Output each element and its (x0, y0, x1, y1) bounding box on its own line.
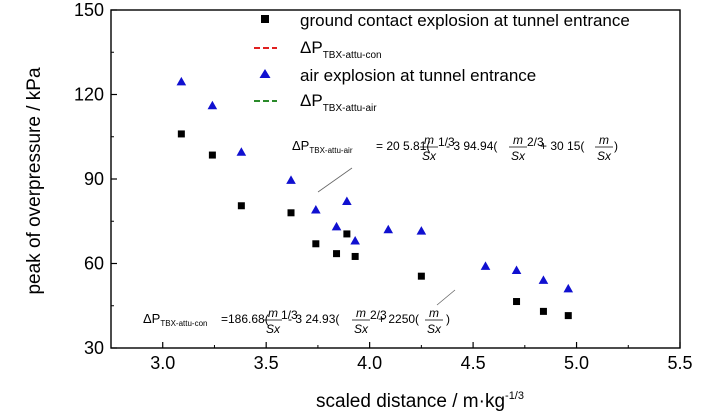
point-air-3 (286, 175, 296, 184)
point-ground-7 (351, 252, 359, 260)
point-ground-8 (417, 272, 425, 280)
svg-text:Sx: Sx (511, 149, 526, 163)
point-air-11 (511, 265, 522, 275)
legend-label-air-fit: ΔPTBX-attu-air (300, 91, 377, 114)
y-axis-title: peak of overpressure / kPa (24, 67, 45, 294)
plot-frame (110, 9, 681, 349)
legend-label-air-fit-subscript: TBX-attu-air (323, 103, 378, 114)
svg-text:Sx: Sx (354, 322, 369, 336)
point-air-6 (342, 196, 352, 206)
y-tick-label: 60 (84, 254, 104, 274)
point-air-4 (311, 204, 321, 214)
point-air-7 (350, 235, 360, 245)
y-tick-label: 150 (74, 0, 104, 20)
point-ground-11 (564, 312, 572, 320)
svg-text:m: m (429, 306, 439, 320)
point-ground-1 (208, 151, 216, 159)
legend-label-ground: ground contact explosion at tunnel entra… (300, 11, 630, 30)
annotation-con-leader (436, 289, 456, 306)
point-air-9 (416, 226, 427, 235)
svg-text:m: m (599, 133, 609, 147)
point-air-0 (176, 76, 187, 86)
x-tick-label: 3.5 (254, 353, 279, 373)
legend-label-air: air explosion at tunnel entrance (300, 66, 536, 85)
point-ground-10 (539, 307, 547, 315)
svg-text:+ 30 15(: + 30 15( (540, 139, 584, 153)
svg-text:Sx: Sx (597, 149, 612, 163)
svg-text:ΔPTBX-attu-air: ΔPTBX-attu-air (292, 138, 353, 155)
x-axis-title-exponent: -1/3 (505, 390, 524, 402)
point-air-1 (207, 100, 218, 110)
svg-text:2/3: 2/3 (370, 308, 387, 322)
point-air-13 (563, 283, 574, 293)
legend-label-con-subscript: TBX-attu-con (323, 50, 382, 61)
equation-air: ΔPTBX-attu-air = 20 5.81( - 3 94.94( + 3… (292, 133, 618, 163)
x-tick-label: 3.0 (150, 353, 175, 373)
equation-con: ΔPTBX-attu-con =186.68( - 3 24.93( + 225… (143, 306, 450, 336)
point-ground-0 (177, 130, 185, 138)
svg-text:m: m (356, 306, 366, 320)
svg-text:): ) (614, 139, 618, 153)
x-tick-label: 5.5 (667, 353, 692, 373)
point-ground-4 (312, 240, 320, 248)
legend-marker-ground-square (261, 15, 269, 23)
point-ground-2 (237, 202, 245, 210)
legend: ground contact explosion at tunnel entra… (254, 11, 630, 114)
svg-text:Sx: Sx (422, 149, 437, 163)
svg-text:= 20 5.81(: = 20 5.81( (376, 139, 430, 153)
svg-text:+ 2250(: + 2250( (378, 312, 419, 326)
svg-text:ΔPTBX-attu-con: ΔPTBX-attu-con (143, 311, 208, 328)
point-air-8 (383, 224, 394, 234)
svg-text:=186.68(: =186.68( (221, 312, 269, 326)
svg-text:- 3 94.94(: - 3 94.94( (446, 139, 497, 153)
svg-text:m: m (424, 133, 434, 147)
x-tick-label: 5.0 (564, 353, 589, 373)
svg-text:): ) (446, 312, 450, 326)
svg-text:2/3: 2/3 (527, 135, 544, 149)
point-ground-5 (333, 250, 341, 258)
y-tick-label: 90 (84, 169, 104, 189)
point-ground-6 (343, 230, 351, 238)
svg-text:- 3 24.93(: - 3 24.93( (288, 312, 339, 326)
point-ground-9 (513, 298, 521, 306)
svg-text:m: m (513, 133, 523, 147)
svg-text:Sx: Sx (266, 322, 281, 336)
x-tick-label: 4.0 (357, 353, 382, 373)
point-air-10 (480, 261, 491, 270)
svg-text:1/3: 1/3 (281, 308, 298, 322)
point-air-2 (236, 147, 247, 156)
svg-text:m: m (268, 306, 278, 320)
y-tick-label: 30 (84, 338, 104, 358)
svg-text:Sx: Sx (427, 322, 442, 336)
legend-marker-air-triangle (259, 69, 271, 78)
point-air-12 (538, 275, 549, 284)
y-tick-label: 120 (74, 85, 104, 105)
axes: 3.0 3.5 4.0 4.5 5.0 5.5 30 60 90 120 150 (74, 0, 693, 373)
x-axis-title: scaled distance / m·kg-1/3 (316, 390, 524, 412)
x-tick-label: 4.5 (461, 353, 486, 373)
svg-text:1/3: 1/3 (438, 135, 455, 149)
point-ground-3 (287, 209, 295, 217)
plot-marks (176, 76, 574, 320)
legend-label-con: ΔPTBX-attu-con (300, 38, 382, 61)
point-air-5 (331, 221, 342, 231)
annotation-air-leader (317, 167, 353, 193)
